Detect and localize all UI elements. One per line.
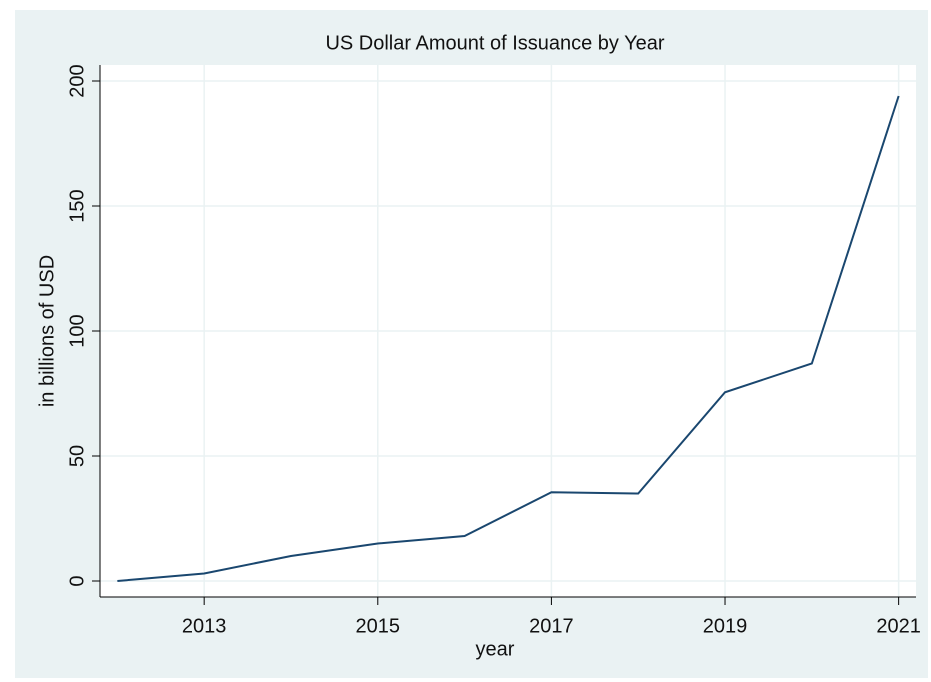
x-axis-label: year bbox=[476, 638, 515, 660]
x-tick-label: 2015 bbox=[356, 615, 401, 637]
chart-title: US Dollar Amount of Issuance by Year bbox=[325, 32, 664, 54]
x-tick-label: 2019 bbox=[703, 615, 748, 637]
y-tick-label: 50 bbox=[66, 445, 88, 467]
y-tick-label: 200 bbox=[66, 64, 88, 97]
y-tick-label: 0 bbox=[66, 575, 88, 586]
x-tick-label: 2013 bbox=[182, 615, 227, 637]
y-tick-label: 100 bbox=[66, 314, 88, 347]
y-tick-label: 150 bbox=[66, 189, 88, 222]
y-axis-label: in billions of USD bbox=[36, 255, 58, 407]
line-series bbox=[117, 95, 900, 582]
x-tick-label: 2017 bbox=[529, 615, 574, 637]
x-tick-label: 2021 bbox=[876, 615, 921, 637]
